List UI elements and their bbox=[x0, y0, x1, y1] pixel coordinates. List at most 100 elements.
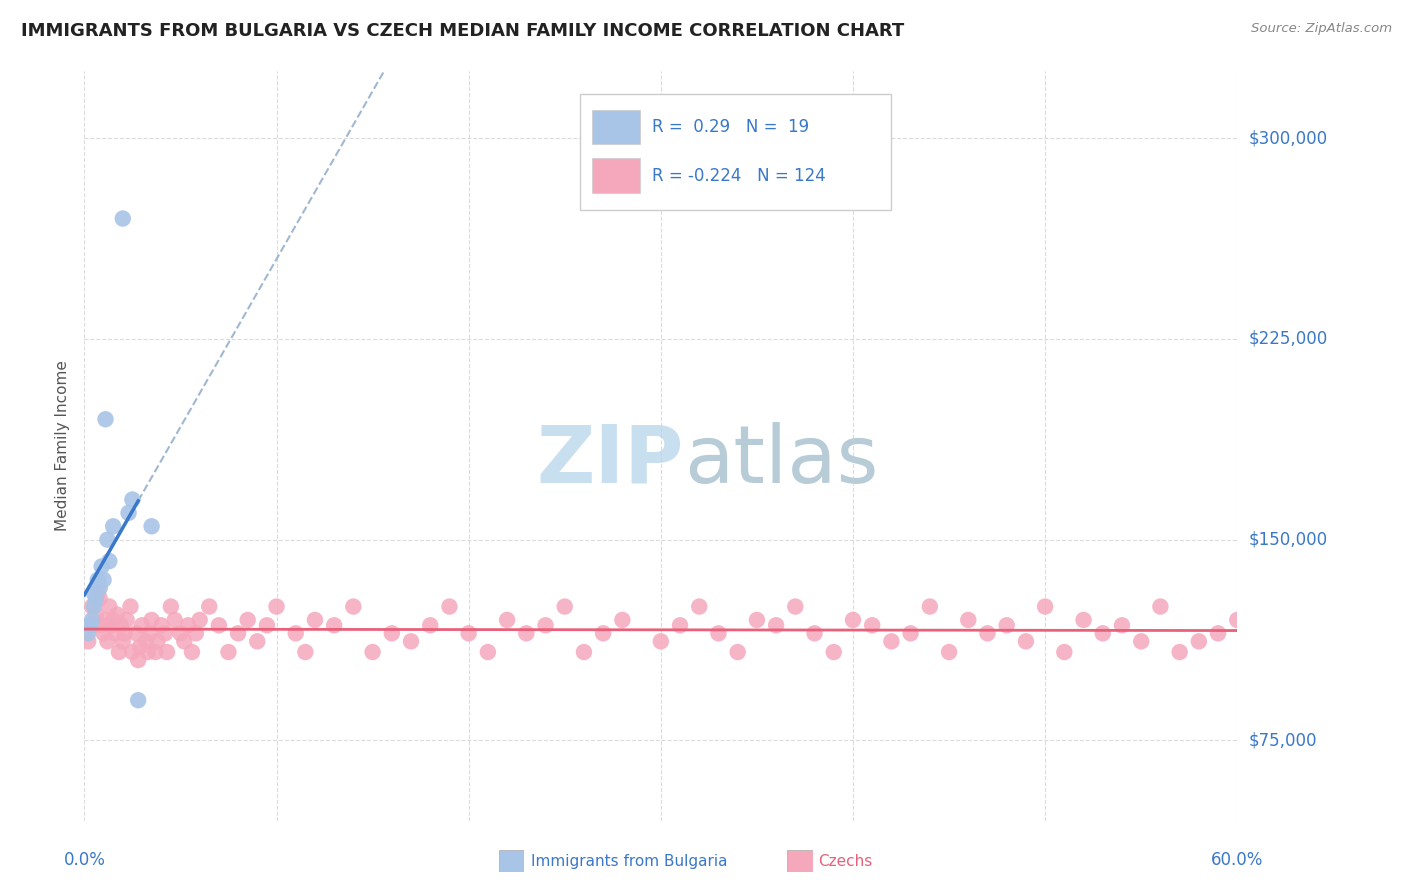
Point bbox=[381, 626, 404, 640]
Point bbox=[284, 626, 307, 640]
Text: R = -0.224   N = 124: R = -0.224 N = 124 bbox=[651, 167, 825, 185]
Text: 0.0%: 0.0% bbox=[63, 851, 105, 869]
Point bbox=[399, 634, 422, 648]
Point bbox=[900, 626, 922, 640]
Point bbox=[218, 645, 240, 659]
Point bbox=[103, 519, 124, 533]
Point bbox=[80, 599, 103, 614]
Point bbox=[131, 618, 153, 632]
Point bbox=[803, 626, 825, 640]
Point bbox=[342, 599, 364, 614]
Point bbox=[79, 618, 101, 632]
Text: atlas: atlas bbox=[683, 422, 879, 500]
Point bbox=[188, 613, 211, 627]
Point bbox=[89, 581, 111, 595]
Text: 60.0%: 60.0% bbox=[1211, 851, 1264, 869]
Point bbox=[669, 618, 692, 632]
Point bbox=[121, 492, 143, 507]
Point bbox=[246, 634, 269, 648]
Point bbox=[84, 591, 107, 606]
Point bbox=[256, 618, 278, 632]
Point bbox=[111, 634, 134, 648]
Point bbox=[111, 211, 134, 226]
Point bbox=[745, 613, 768, 627]
Point bbox=[572, 645, 595, 659]
Point bbox=[860, 618, 883, 632]
Point bbox=[995, 618, 1018, 632]
Point bbox=[198, 599, 221, 614]
Point bbox=[323, 618, 346, 632]
Point bbox=[120, 599, 142, 614]
Point bbox=[80, 613, 103, 627]
Point bbox=[1073, 613, 1095, 627]
Point bbox=[1053, 645, 1076, 659]
Point bbox=[1111, 618, 1133, 632]
Point bbox=[765, 618, 787, 632]
Point bbox=[1033, 599, 1056, 614]
Y-axis label: Median Family Income: Median Family Income bbox=[55, 360, 70, 532]
Point bbox=[515, 626, 537, 640]
FancyBboxPatch shape bbox=[581, 94, 891, 210]
Point bbox=[141, 519, 163, 533]
Point bbox=[1149, 599, 1171, 614]
Point bbox=[184, 626, 207, 640]
Point bbox=[177, 618, 200, 632]
Point bbox=[93, 573, 115, 587]
Point bbox=[957, 613, 980, 627]
Text: Immigrants from Bulgaria: Immigrants from Bulgaria bbox=[531, 855, 728, 869]
Point bbox=[141, 613, 163, 627]
Point bbox=[457, 626, 479, 640]
Point bbox=[127, 693, 149, 707]
Point bbox=[103, 613, 124, 627]
Point bbox=[77, 634, 100, 648]
Point bbox=[163, 613, 186, 627]
Point bbox=[554, 599, 576, 614]
FancyBboxPatch shape bbox=[592, 158, 640, 193]
Point bbox=[477, 645, 499, 659]
Point bbox=[304, 613, 326, 627]
Point bbox=[785, 599, 807, 614]
Text: R =  0.29   N =  19: R = 0.29 N = 19 bbox=[651, 118, 808, 136]
Point bbox=[121, 645, 143, 659]
Point bbox=[135, 634, 157, 648]
Point bbox=[419, 618, 441, 632]
Point bbox=[173, 634, 195, 648]
Point bbox=[83, 586, 105, 600]
Point bbox=[108, 645, 131, 659]
Point bbox=[93, 626, 115, 640]
Point bbox=[94, 412, 117, 426]
Point bbox=[1015, 634, 1038, 648]
Point bbox=[115, 613, 138, 627]
Point bbox=[146, 634, 169, 648]
Text: Source: ZipAtlas.com: Source: ZipAtlas.com bbox=[1251, 22, 1392, 36]
Point bbox=[842, 613, 865, 627]
Point bbox=[89, 591, 111, 606]
Point bbox=[156, 645, 179, 659]
Point bbox=[1188, 634, 1211, 648]
Point bbox=[90, 618, 112, 632]
Point bbox=[727, 645, 749, 659]
Point bbox=[87, 573, 110, 587]
Point bbox=[153, 626, 176, 640]
Point bbox=[145, 645, 167, 659]
FancyBboxPatch shape bbox=[592, 110, 640, 144]
Point bbox=[110, 618, 132, 632]
Point bbox=[650, 634, 672, 648]
Point bbox=[294, 645, 316, 659]
Point bbox=[1226, 613, 1249, 627]
Point bbox=[823, 645, 845, 659]
Point bbox=[77, 626, 100, 640]
Text: ZIP: ZIP bbox=[537, 422, 683, 500]
Point bbox=[150, 618, 173, 632]
Point bbox=[496, 613, 519, 627]
Text: $75,000: $75,000 bbox=[1249, 731, 1317, 749]
Point bbox=[1130, 634, 1153, 648]
Point bbox=[104, 626, 127, 640]
Point bbox=[534, 618, 557, 632]
Point bbox=[83, 599, 105, 614]
Point bbox=[125, 626, 148, 640]
Point bbox=[129, 640, 152, 654]
Text: Czechs: Czechs bbox=[818, 855, 873, 869]
Text: $150,000: $150,000 bbox=[1249, 531, 1327, 549]
Point bbox=[100, 618, 122, 632]
